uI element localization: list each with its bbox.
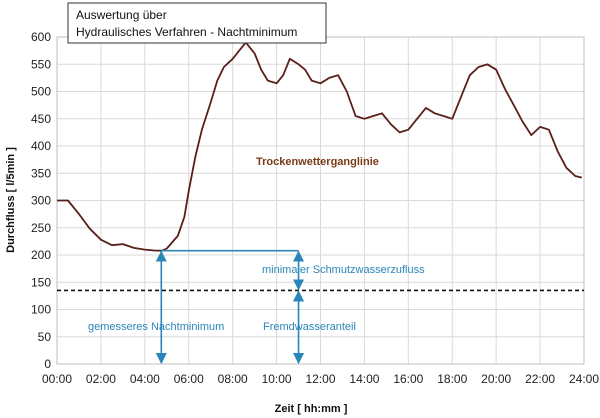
x-tick-label: 20:00	[481, 372, 511, 386]
x-axis-label: Zeit [ hh:mm ]	[275, 403, 348, 415]
grid	[56, 36, 585, 365]
y-tick-label: 600	[31, 30, 51, 44]
y-tick-label: 250	[31, 221, 51, 235]
x-tick-label: 10:00	[262, 372, 292, 386]
y-tick-label: 50	[38, 330, 52, 344]
x-tick-label: 18:00	[437, 372, 467, 386]
y-tick-label: 500	[31, 85, 51, 99]
x-tick-label: 00:00	[42, 372, 72, 386]
min-sewage-inflow-label: minimaler Schmutzwasserzufluss	[262, 264, 425, 276]
x-tick-label: 12:00	[305, 372, 335, 386]
annotations	[155, 249, 305, 365]
y-tick-label: 350	[31, 166, 51, 180]
title-box	[67, 2, 327, 44]
x-tick-label: 14:00	[349, 372, 379, 386]
x-tick-label: 22:00	[525, 372, 555, 386]
y-tick-label: 300	[31, 194, 51, 208]
y-tick-label: 400	[31, 139, 51, 153]
x-tick-label: 24:00	[569, 372, 599, 386]
chart-title-line-2: Hydraulisches Verfahren - Nachtminimum	[76, 25, 297, 39]
y-tick-label: 450	[31, 112, 51, 126]
x-tick-label: 08:00	[218, 372, 248, 386]
x-tick-label: 06:00	[174, 372, 204, 386]
x-tick-label: 04:00	[130, 372, 160, 386]
y-tick-label: 150	[31, 275, 51, 289]
y-tick-label: 0	[44, 357, 51, 371]
x-tick-label: 16:00	[393, 372, 423, 386]
x-tick-label: 02:00	[86, 372, 116, 386]
infiltration-label: Fremdwasseranteil	[263, 321, 356, 333]
y-tick-label: 550	[31, 57, 51, 71]
y-axis-label: Durchfluss [ l/5min ]	[5, 147, 17, 253]
y-tick-label: 100	[31, 303, 51, 317]
chart-title-line-1: Auswertung über	[76, 8, 167, 22]
tick-labels: 0 50 100 150 200 250 300 350 400 450 500 550 600 00:0…	[31, 30, 599, 386]
series-label: Trockenwetterganglinie	[256, 156, 379, 168]
night-minimum-label: gemesseres Nachtminimum	[88, 321, 224, 333]
y-tick-label: 200	[31, 248, 51, 262]
